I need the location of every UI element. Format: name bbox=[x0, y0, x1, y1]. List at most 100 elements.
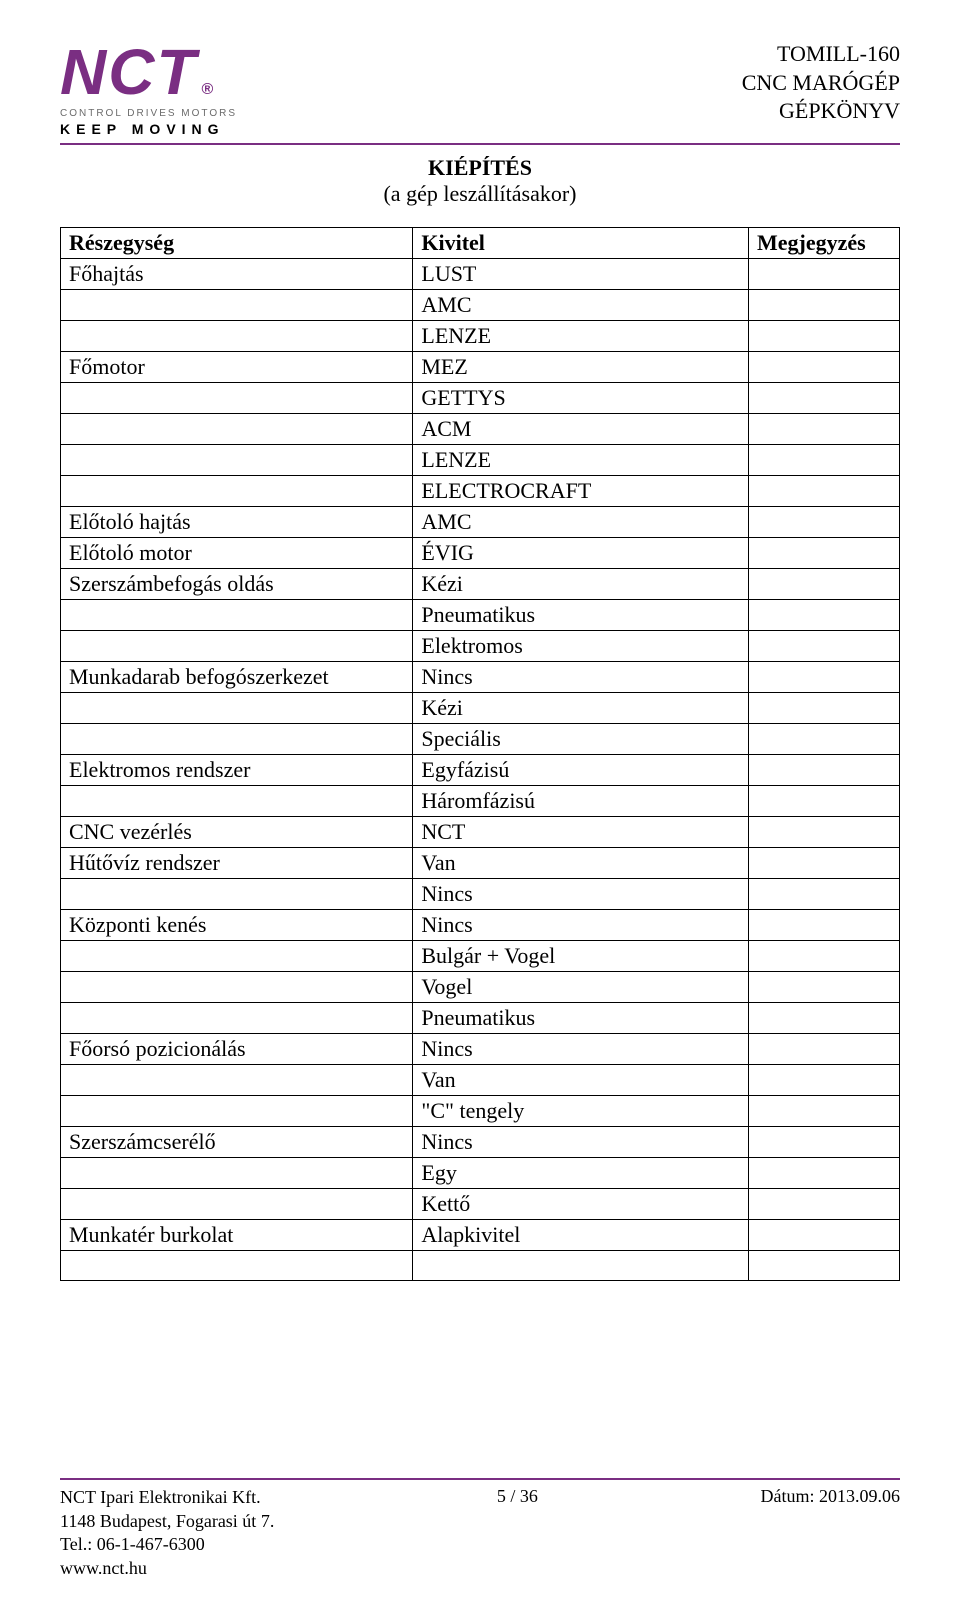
table-cell: Elektromos rendszer bbox=[61, 755, 413, 786]
table-cell: Pneumatikus bbox=[413, 600, 749, 631]
table-cell bbox=[748, 600, 899, 631]
footer-company: NCT Ipari Elektronikai Kft. bbox=[60, 1486, 274, 1509]
table-cell bbox=[748, 259, 899, 290]
table-cell bbox=[748, 1065, 899, 1096]
table-cell bbox=[748, 538, 899, 569]
table-cell bbox=[61, 600, 413, 631]
table-cell: Főorsó pozicionálás bbox=[61, 1034, 413, 1065]
registered-icon: ® bbox=[202, 82, 216, 98]
header-rule bbox=[60, 143, 900, 145]
table-cell: AMC bbox=[413, 507, 749, 538]
table-cell: Alapkivitel bbox=[413, 1220, 749, 1251]
table-cell bbox=[748, 1189, 899, 1220]
table-cell bbox=[61, 445, 413, 476]
table-row: Szerszámbefogás oldásKézi bbox=[61, 569, 900, 600]
table-row: Főorsó pozicionálásNincs bbox=[61, 1034, 900, 1065]
table-cell bbox=[61, 972, 413, 1003]
table-row: Van bbox=[61, 1065, 900, 1096]
table-row: LENZE bbox=[61, 445, 900, 476]
doc-title-line2: CNC MARÓGÉP bbox=[742, 69, 900, 98]
table-header-row: Részegység Kivitel Megjegyzés bbox=[61, 228, 900, 259]
footer-rule bbox=[60, 1478, 900, 1480]
table-row: Elektromos rendszerEgyfázisú bbox=[61, 755, 900, 786]
table-cell: Szerszámbefogás oldás bbox=[61, 569, 413, 600]
table-row: Bulgár + Vogel bbox=[61, 941, 900, 972]
table-cell: ACM bbox=[413, 414, 749, 445]
table-row: Pneumatikus bbox=[61, 1003, 900, 1034]
table-row: Hűtővíz rendszerVan bbox=[61, 848, 900, 879]
footer-address: 1148 Budapest, Fogarasi út 7. bbox=[60, 1510, 274, 1533]
table-row: Munkatér burkolatAlapkivitel bbox=[61, 1220, 900, 1251]
section-subtitle: (a gép leszállításakor) bbox=[60, 181, 900, 207]
table-cell bbox=[61, 786, 413, 817]
table-cell: Elektromos bbox=[413, 631, 749, 662]
table-cell: Pneumatikus bbox=[413, 1003, 749, 1034]
table-cell bbox=[61, 414, 413, 445]
table-cell: Főhajtás bbox=[61, 259, 413, 290]
table-cell: Speciális bbox=[413, 724, 749, 755]
table-cell: Nincs bbox=[413, 910, 749, 941]
table-cell: Munkadarab befogószerkezet bbox=[61, 662, 413, 693]
footer: NCT Ipari Elektronikai Kft. 1148 Budapes… bbox=[60, 1472, 900, 1580]
table-row: Speciális bbox=[61, 724, 900, 755]
table-cell: Hűtővíz rendszer bbox=[61, 848, 413, 879]
table-cell bbox=[748, 507, 899, 538]
table-row: CNC vezérlésNCT bbox=[61, 817, 900, 848]
table-row: Előtoló motorÉVIG bbox=[61, 538, 900, 569]
table-row: Előtoló hajtásAMC bbox=[61, 507, 900, 538]
logo-subtitle-1: CONTROL DRIVES MOTORS bbox=[60, 108, 237, 119]
footer-left: NCT Ipari Elektronikai Kft. 1148 Budapes… bbox=[60, 1486, 274, 1580]
table-cell: Kettő bbox=[413, 1189, 749, 1220]
table-header-cell: Megjegyzés bbox=[748, 228, 899, 259]
table-cell bbox=[748, 755, 899, 786]
table-cell bbox=[61, 724, 413, 755]
table-cell bbox=[61, 879, 413, 910]
table-row: FőhajtásLUST bbox=[61, 259, 900, 290]
table-cell: Nincs bbox=[413, 879, 749, 910]
table-row: Központi kenésNincs bbox=[61, 910, 900, 941]
table-cell bbox=[61, 631, 413, 662]
table-cell bbox=[748, 476, 899, 507]
table-row: Elektromos bbox=[61, 631, 900, 662]
table-cell: MEZ bbox=[413, 352, 749, 383]
table-cell bbox=[748, 724, 899, 755]
footer-row: NCT Ipari Elektronikai Kft. 1148 Budapes… bbox=[60, 1486, 900, 1580]
footer-tel: Tel.: 06-1-467-6300 bbox=[60, 1533, 274, 1556]
logo-subtitle-2: KEEP MOVING bbox=[60, 121, 225, 137]
table-header-cell: Részegység bbox=[61, 228, 413, 259]
table-cell bbox=[748, 569, 899, 600]
table-cell: Van bbox=[413, 1065, 749, 1096]
table-cell: LUST bbox=[413, 259, 749, 290]
table-cell: Előtoló motor bbox=[61, 538, 413, 569]
section-title: KIÉPÍTÉS bbox=[60, 155, 900, 181]
table-cell bbox=[748, 414, 899, 445]
spec-table: Részegység Kivitel Megjegyzés FőhajtásLU… bbox=[60, 227, 900, 1281]
table-cell: "C" tengely bbox=[413, 1096, 749, 1127]
table-row: Munkadarab befogószerkezetNincs bbox=[61, 662, 900, 693]
table-row: ELECTROCRAFT bbox=[61, 476, 900, 507]
table-cell bbox=[61, 476, 413, 507]
table-cell bbox=[748, 1003, 899, 1034]
table-cell bbox=[61, 321, 413, 352]
table-cell bbox=[61, 1096, 413, 1127]
table-cell bbox=[413, 1251, 749, 1281]
table-row: SzerszámcserélőNincs bbox=[61, 1127, 900, 1158]
table-cell bbox=[61, 1251, 413, 1281]
table-cell bbox=[61, 1065, 413, 1096]
table-cell: LENZE bbox=[413, 445, 749, 476]
table-cell: Kézi bbox=[413, 569, 749, 600]
table-cell: LENZE bbox=[413, 321, 749, 352]
table-row: GETTYS bbox=[61, 383, 900, 414]
table-cell bbox=[748, 662, 899, 693]
table-row: Vogel bbox=[61, 972, 900, 1003]
table-cell: Főmotor bbox=[61, 352, 413, 383]
logo-block: NCT ® CONTROL DRIVES MOTORS KEEP MOVING bbox=[60, 40, 237, 137]
table-header-cell: Kivitel bbox=[413, 228, 749, 259]
table-cell: Bulgár + Vogel bbox=[413, 941, 749, 972]
table-cell bbox=[748, 321, 899, 352]
table-row: Kézi bbox=[61, 693, 900, 724]
table-cell: Kézi bbox=[413, 693, 749, 724]
header: NCT ® CONTROL DRIVES MOTORS KEEP MOVING … bbox=[60, 40, 900, 137]
footer-web: www.nct.hu bbox=[60, 1557, 274, 1580]
table-cell: Egy bbox=[413, 1158, 749, 1189]
